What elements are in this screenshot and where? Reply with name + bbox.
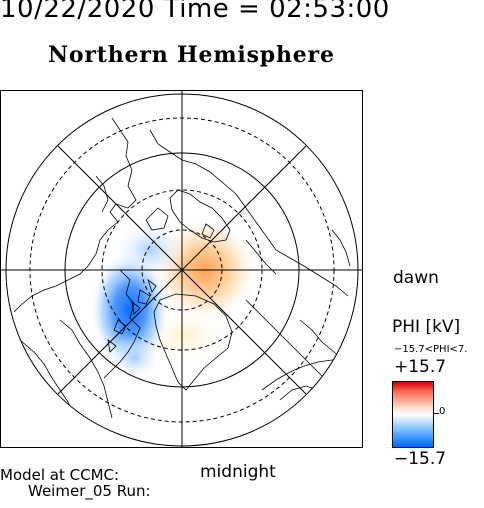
colorbar-max-label: +15.7 bbox=[394, 357, 447, 377]
model-label: Model at CCMC: bbox=[0, 466, 120, 484]
hemisphere-title: Northern Hemisphere bbox=[48, 42, 335, 68]
coastlines bbox=[13, 117, 351, 419]
map-grid bbox=[0, 90, 363, 448]
colorbar-zero-label: 0 bbox=[439, 406, 446, 417]
colorbar-zero-tick bbox=[434, 413, 439, 414]
run-label: Weimer_05 Run: bbox=[28, 482, 151, 500]
colorbar-min-label: −15.7 bbox=[394, 449, 447, 469]
colorbar-title: PHI [kV] bbox=[392, 317, 461, 337]
dawn-label: dawn bbox=[393, 268, 439, 288]
colorbar-range: −15.7<PHI<7. bbox=[394, 344, 468, 355]
polar-map bbox=[0, 90, 363, 448]
colorbar bbox=[392, 381, 434, 448]
midnight-label: midnight bbox=[200, 462, 276, 482]
timestamp: 10/22/2020 Time = 02:53:00 bbox=[0, 0, 390, 24]
